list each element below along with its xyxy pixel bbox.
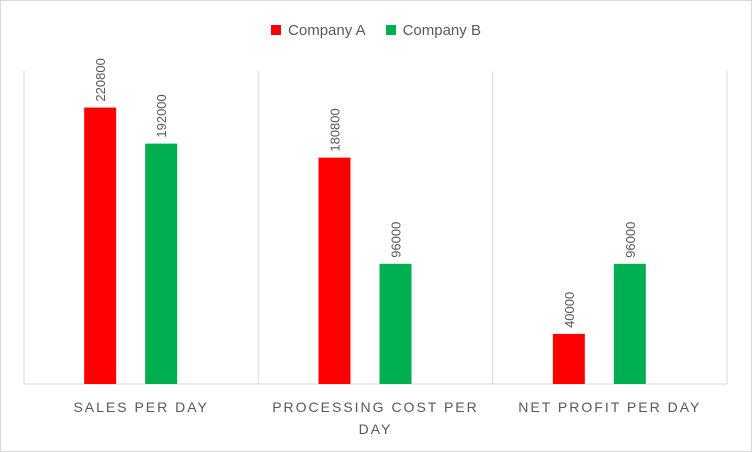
category-label-sales-per-day: SALES PER DAY <box>73 399 209 415</box>
category-label-processing-cost-per-day: PROCESSING COST PER DAY <box>272 399 479 437</box>
legend-swatch-company-b <box>385 25 396 35</box>
bar-company-a-processing-cost-per-day <box>318 157 351 384</box>
value-label-company-a-net-profit-per-day: 40000 <box>562 292 577 328</box>
legend-item-company-b: Company B <box>385 21 481 39</box>
bar-company-b-processing-cost-per-day <box>379 263 412 384</box>
legend: Company A Company B <box>0 18 752 42</box>
category-label-net-profit-per-day: NET PROFIT PER DAY <box>518 399 702 415</box>
legend-label-company-a: Company A <box>288 21 366 39</box>
value-label-company-a-sales-per-day: 220800 <box>93 58 108 101</box>
bar-company-b-sales-per-day <box>145 143 178 384</box>
legend-item-company-a: Company A <box>271 22 366 39</box>
legend-label-company-b: Company B <box>402 21 481 39</box>
value-label-company-b-sales-per-day: 192000 <box>154 94 169 137</box>
value-label-company-b-processing-cost-per-day: 96000 <box>389 222 404 258</box>
value-label-company-b-net-profit-per-day: 96000 <box>623 222 638 258</box>
value-label-company-a-processing-cost-per-day: 180800 <box>328 108 343 151</box>
bar-company-b-net-profit-per-day <box>613 263 646 384</box>
legend-swatch-company-a <box>271 25 282 35</box>
bar-company-a-net-profit-per-day <box>552 333 585 384</box>
bar-company-a-sales-per-day <box>84 107 117 384</box>
